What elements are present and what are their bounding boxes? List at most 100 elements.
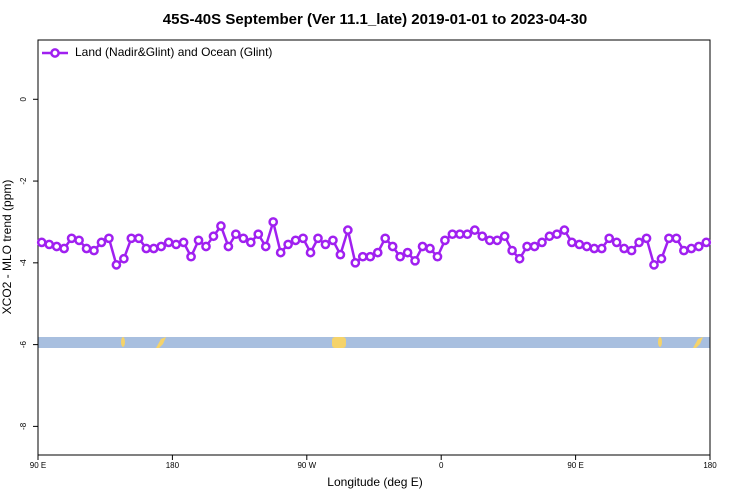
data-point	[372, 247, 383, 258]
data-point	[44, 239, 55, 250]
land-patch	[693, 337, 703, 348]
data-point	[171, 239, 181, 250]
data-point	[469, 225, 480, 235]
data-point	[275, 247, 286, 258]
chart-title: 45S-40S September (Ver 11.1_late) 2019-0…	[163, 11, 587, 28]
plot-frame	[37, 39, 711, 456]
data-point	[641, 233, 652, 244]
land-patch	[332, 337, 346, 348]
data-point	[74, 235, 84, 246]
legend-label: Land (Nadir&Glint) and Ocean (Glint)	[75, 45, 272, 59]
data-point	[186, 251, 196, 262]
data-point	[193, 235, 204, 246]
data-point	[604, 233, 615, 244]
data-point	[245, 237, 256, 248]
data-point	[320, 239, 331, 250]
data-point	[380, 233, 391, 244]
data-point	[507, 245, 517, 256]
data-point	[402, 247, 413, 258]
data-point	[178, 237, 189, 248]
data-point	[671, 233, 682, 244]
data-point	[126, 233, 137, 244]
x-tick-label: 180	[703, 461, 717, 470]
data-point	[96, 237, 107, 248]
data-point	[552, 229, 562, 240]
data-point	[305, 247, 316, 258]
y-tick-label: -6	[19, 341, 28, 349]
data-point	[59, 243, 69, 254]
data-point	[649, 260, 659, 270]
x-tick-label: 180	[166, 461, 180, 470]
data-point	[328, 235, 338, 246]
data-point	[611, 237, 622, 248]
data-point	[656, 253, 667, 264]
data-point	[51, 241, 62, 252]
data-point	[260, 241, 271, 252]
y-axis-label: XCO2 - MLO trend (ppm)	[0, 180, 14, 315]
data-point	[440, 235, 450, 246]
data-point	[395, 251, 405, 262]
data-point	[410, 255, 420, 266]
data-point	[432, 251, 443, 262]
data-point	[104, 233, 114, 244]
data-point	[581, 241, 592, 252]
land-patch	[156, 337, 166, 348]
data-point	[477, 231, 488, 242]
data-point	[111, 260, 122, 270]
data-point	[589, 243, 600, 254]
data-point	[268, 217, 279, 227]
land-patch	[658, 337, 662, 347]
data-point	[283, 239, 293, 250]
data-point	[686, 243, 697, 254]
legend-marker	[50, 48, 60, 58]
y-tick-label: -8	[19, 422, 28, 430]
data-point	[223, 241, 234, 252]
data-point	[148, 243, 159, 254]
data-point	[201, 241, 211, 252]
data-point	[664, 233, 674, 244]
x-tick-label: 0	[439, 461, 444, 470]
land-patch	[121, 337, 125, 347]
data-point	[335, 249, 346, 260]
data-point	[619, 243, 629, 254]
data-point	[492, 235, 503, 246]
data-point	[484, 235, 495, 246]
data-point	[119, 253, 129, 264]
data-point	[216, 221, 226, 231]
data-point	[499, 231, 510, 242]
data-point	[529, 241, 540, 252]
data-point	[290, 235, 301, 246]
ocean-strip	[38, 337, 710, 348]
data-point	[208, 231, 219, 242]
data-point	[596, 243, 607, 254]
data-point	[522, 241, 532, 252]
data-point	[133, 233, 144, 244]
data-point	[417, 241, 428, 252]
x-tick-label: 90 E	[30, 461, 46, 470]
data-point	[313, 233, 323, 244]
data-point	[425, 243, 435, 254]
data-point	[343, 225, 353, 235]
data-point	[455, 229, 465, 240]
y-tick-label: 0	[19, 97, 28, 102]
data-point	[163, 237, 174, 248]
data-point	[462, 229, 473, 240]
data-point	[350, 257, 361, 268]
data-point	[36, 237, 47, 248]
data-point	[514, 253, 525, 264]
data-point	[679, 245, 689, 256]
y-tick-label: -4	[19, 259, 28, 267]
data-point	[701, 237, 712, 248]
x-axis-label: Longitude (deg E)	[327, 475, 422, 489]
y-tick-label: -2	[19, 177, 28, 185]
x-tick-label: 90 W	[297, 461, 316, 470]
data-point	[253, 229, 264, 240]
data-point	[89, 245, 99, 256]
data-point	[567, 237, 577, 248]
data-point	[559, 225, 570, 235]
data-point	[141, 243, 152, 254]
data-point	[156, 241, 167, 252]
legend: Land (Nadir&Glint) and Ocean (Glint)	[42, 45, 272, 59]
data-point	[387, 241, 398, 252]
